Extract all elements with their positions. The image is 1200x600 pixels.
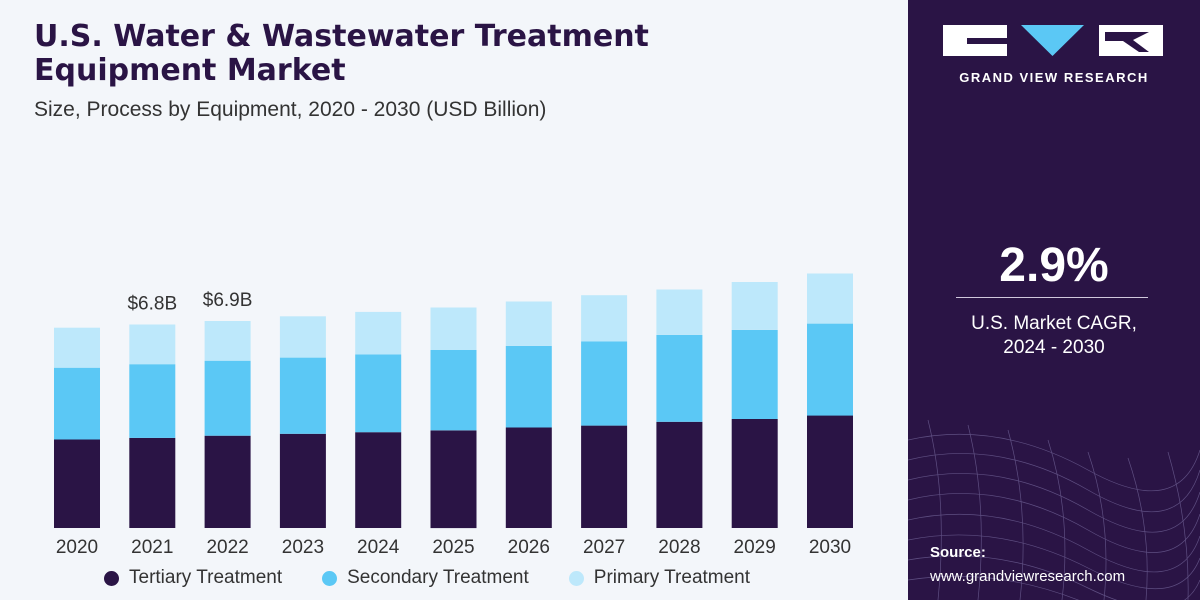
- page-title: U.S. Water & Wastewater Treatment Equipm…: [34, 20, 649, 88]
- bar-primary-treatment-2024: [355, 311, 402, 355]
- data-label-2022: $6.9B: [203, 290, 253, 311]
- legend-item-secondary: Secondary Treatment: [322, 567, 529, 589]
- bar-secondary-treatment-2026: [505, 345, 552, 428]
- legend-swatch-primary: [568, 570, 584, 586]
- sidebar-panel: GRAND VIEW RESEARCH 2.9% U.S. Market CAG…: [908, 0, 1200, 600]
- x-tick-label-2023: 2023: [282, 537, 324, 558]
- legend-item-primary: Primary Treatment: [568, 567, 751, 589]
- grand-view-research-logo: [943, 25, 1163, 56]
- bar-secondary-treatment-2022: [204, 360, 251, 436]
- bar-tertiary-treatment-2029: [731, 419, 778, 528]
- cagr-divider: [956, 297, 1148, 298]
- bar-tertiary-treatment-2025: [430, 430, 477, 529]
- bar-secondary-treatment-2030: [807, 323, 853, 416]
- cagr-label-line-1: U.S. Market CAGR,: [971, 313, 1137, 334]
- bar-primary-treatment-2025: [430, 307, 477, 350]
- bar-secondary-treatment-2027: [581, 341, 628, 426]
- bar-primary-treatment-2021: [129, 324, 176, 365]
- legend-item-tertiary: Tertiary Treatment: [104, 567, 282, 589]
- x-tick-label-2021: 2021: [131, 537, 173, 558]
- title-line-1: U.S. Water & Wastewater Treatment: [34, 19, 649, 54]
- legend-label-secondary: Secondary Treatment: [347, 567, 529, 588]
- source-link[interactable]: www.grandviewresearch.com: [930, 568, 1126, 585]
- bar-tertiary-treatment-2021: [129, 437, 176, 528]
- x-tick-label-2020: 2020: [56, 537, 98, 558]
- bar-tertiary-treatment-2024: [355, 432, 402, 528]
- bar-primary-treatment-2029: [731, 282, 778, 330]
- x-tick-label-2025: 2025: [432, 537, 474, 558]
- bar-tertiary-treatment-2022: [204, 435, 251, 528]
- bar-primary-treatment-2022: [204, 321, 251, 361]
- bar-secondary-treatment-2025: [430, 350, 477, 431]
- legend-swatch-secondary: [322, 570, 338, 586]
- legend-label-tertiary: Tertiary Treatment: [129, 567, 283, 588]
- bar-tertiary-treatment-2030: [807, 415, 853, 528]
- bar-primary-treatment-2020: [54, 327, 100, 368]
- stacked-bar-chart: 2020 2021 2022 2023 2024 2025 2026 2027 2028 2029…: [54, 273, 853, 558]
- x-tick-label-2030: 2030: [809, 537, 851, 558]
- cagr-label: U.S. Market CAGR, 2024 - 2030: [908, 312, 1200, 360]
- x-tick-label-2029: 2029: [734, 537, 776, 558]
- bar-primary-treatment-2028: [656, 289, 703, 335]
- bar-tertiary-treatment-2023: [279, 433, 326, 528]
- bar-tertiary-treatment-2020: [54, 439, 100, 528]
- x-tick-label-2028: 2028: [658, 537, 700, 558]
- bar-tertiary-treatment-2027: [581, 425, 628, 528]
- chart-subtitle: Size, Process by Equipment, 2020 - 2030 …: [34, 98, 547, 121]
- legend-swatch-tertiary: [104, 570, 119, 586]
- legend-label-primary: Primary Treatment: [593, 567, 751, 588]
- x-tick-label-2022: 2022: [206, 537, 248, 558]
- x-tick-label-2026: 2026: [508, 537, 550, 558]
- bar-primary-treatment-2030: [807, 273, 853, 324]
- bar-secondary-treatment-2023: [279, 357, 326, 434]
- chart-legend: Tertiary Treatment Secondary Treatment P…: [104, 566, 750, 590]
- cagr-label-line-2: 2024 - 2030: [1003, 337, 1105, 358]
- brand-name: GRAND VIEW RESEARCH: [959, 70, 1149, 85]
- x-tick-label-2027: 2027: [583, 537, 625, 558]
- bar-secondary-treatment-2024: [355, 354, 402, 433]
- bar-secondary-treatment-2021: [129, 364, 176, 438]
- data-label-2021: $6.8B: [127, 294, 177, 315]
- chart-panel: U.S. Water & Wastewater Treatment Equipm…: [0, 0, 908, 600]
- bar-primary-treatment-2027: [581, 295, 628, 342]
- bar-secondary-treatment-2028: [656, 334, 703, 422]
- bar-secondary-treatment-2029: [731, 329, 778, 419]
- bar-primary-treatment-2026: [505, 301, 552, 346]
- source-label: Source:: [930, 544, 986, 561]
- bar-tertiary-treatment-2026: [505, 427, 552, 528]
- bar-tertiary-treatment-2028: [656, 421, 703, 528]
- wave-mesh-decoration: [908, 419, 1200, 600]
- bar-primary-treatment-2023: [279, 316, 326, 358]
- bar-secondary-treatment-2020: [54, 367, 100, 440]
- cagr-value: 2.9%: [999, 239, 1109, 292]
- title-line-2: Equipment Market: [34, 53, 346, 88]
- x-tick-label-2024: 2024: [357, 537, 400, 558]
